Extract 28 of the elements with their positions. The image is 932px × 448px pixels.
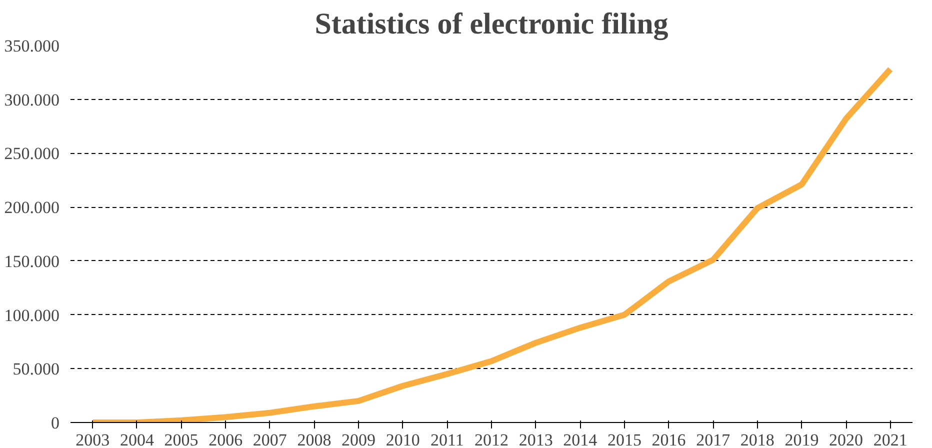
x-tick-label: 2008 [297, 430, 332, 448]
y-tick-label: 100.000 [4, 306, 60, 325]
x-tick-label: 2009 [342, 430, 376, 448]
y-tick-label: 250.000 [4, 144, 60, 164]
x-tick-label: 2017 [696, 430, 731, 448]
x-tick-label: 2007 [252, 430, 288, 448]
x-tick-label: 2016 [652, 430, 686, 448]
x-tick-label: 2020 [829, 430, 864, 448]
x-tick-label: 2012 [474, 430, 508, 448]
x-tick-label: 2021 [873, 430, 908, 448]
y-tick-label: 50.000 [12, 360, 60, 379]
x-tick-label: 2019 [784, 430, 819, 448]
y-tick-label: 300.000 [4, 90, 60, 110]
x-tick-label: 2003 [76, 430, 110, 448]
x-tick-label: 2011 [430, 430, 464, 448]
x-tick-label: 2013 [518, 430, 553, 448]
x-tick-label: 2015 [607, 430, 642, 448]
x-tick-label: 2010 [386, 430, 420, 448]
y-tick-label: 350.000 [4, 36, 60, 56]
x-tick-label: 2014 [563, 430, 598, 448]
x-tick-label: 2004 [120, 430, 154, 448]
x-tick-label: 2006 [208, 430, 243, 448]
y-tick-label: 200.000 [4, 198, 60, 218]
chart-title: Statistics of electronic filing [314, 8, 668, 40]
y-tick-label: 0 [51, 414, 60, 432]
x-tick-label: 2005 [164, 430, 198, 448]
x-tick-label: 2018 [740, 430, 774, 448]
y-tick-label: 150.000 [4, 252, 60, 271]
